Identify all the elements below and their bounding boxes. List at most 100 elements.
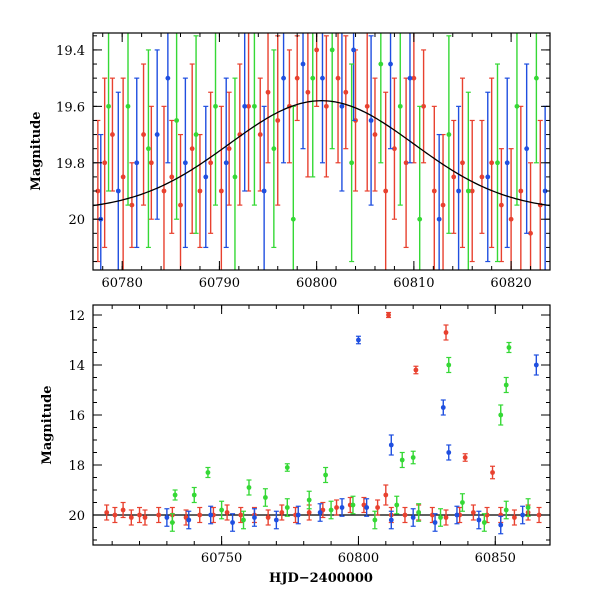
- top-series-1-point: [223, 160, 229, 166]
- top-series-2-point: [417, 216, 423, 222]
- bottom-series-2-point: [498, 412, 504, 418]
- bottom-series-1-point: [164, 515, 170, 520]
- top-series-2-point: [378, 61, 384, 67]
- top-series-0-point: [189, 146, 195, 152]
- top-series-0-point: [161, 188, 167, 194]
- top-series-0-point: [197, 188, 203, 194]
- bottom-series-0-point: [120, 507, 126, 513]
- bottom-series-0-point: [238, 512, 244, 518]
- bottom-series-0-point: [383, 492, 389, 498]
- top-series-2-point: [174, 118, 180, 123]
- bottom-series-1-point: [186, 517, 192, 523]
- top-series-0-point: [314, 47, 320, 53]
- bottom-ytick-label: 12: [68, 309, 85, 324]
- bottom-series-2-point: [323, 472, 329, 478]
- bottom-series-2-point: [241, 517, 246, 523]
- bottom-series-2-point: [219, 507, 225, 513]
- bottom-series-1-point: [388, 442, 394, 448]
- top-series-2-point: [397, 103, 403, 109]
- top-series-0-point: [460, 160, 465, 166]
- top-series-0-point: [226, 146, 232, 152]
- top-axes-frame: [92, 32, 551, 271]
- top-series-2-point: [446, 132, 452, 137]
- bottom-series-2-point: [284, 465, 290, 470]
- bottom-series-1-point: [317, 510, 323, 515]
- bottom-series-0-point: [386, 312, 391, 318]
- top-series-0-point: [498, 202, 504, 208]
- bottom-series-1-point: [273, 517, 279, 523]
- bottom-ticks: 60750 60800 60850 12 14 16 18 20: [68, 305, 551, 566]
- bottom-series-2-point: [172, 492, 178, 498]
- top-plot-area: [93, 33, 550, 270]
- top-series-0-point: [148, 160, 154, 166]
- top-series-2-point: [193, 132, 199, 137]
- top-series-0-point: [102, 160, 108, 166]
- top-series-2-point: [125, 103, 131, 109]
- top-xtick-label: 60780: [101, 276, 142, 291]
- bottom-series-0-point: [112, 512, 118, 518]
- bottom-series-0-point: [536, 512, 542, 518]
- top-series-0-point: [95, 188, 101, 194]
- bottom-series-0-point: [224, 510, 230, 515]
- top-series-0-point: [246, 103, 251, 109]
- bottom-series-1-point: [533, 362, 539, 368]
- bottom-series-2-point: [438, 515, 443, 520]
- top-series-0-point: [508, 216, 514, 222]
- top-series-1-point: [300, 61, 306, 67]
- top-xtick-label: 60810: [393, 276, 434, 291]
- top-series-1-point: [261, 188, 267, 194]
- bottom-series-2-point: [284, 505, 290, 510]
- bottom-x-axis-label: HJD−2400000: [269, 571, 373, 586]
- bottom-series-2-point: [191, 492, 197, 498]
- top-series-2-point: [106, 103, 111, 109]
- bottom-series-0-point: [470, 510, 476, 515]
- top-series-0-point: [257, 132, 263, 137]
- top-series-0-point: [141, 132, 146, 137]
- bottom-series-2-point: [503, 382, 509, 388]
- bottom-series-2-point: [372, 517, 378, 523]
- top-series-1-point: [485, 174, 491, 180]
- bottom-series-0-point: [137, 512, 142, 518]
- top-series-1-point: [281, 75, 286, 81]
- top-series-0-point: [440, 202, 446, 208]
- top-series-0-point: [110, 132, 115, 137]
- bottom-ytick-label: 14: [68, 359, 85, 374]
- bottom-xtick-label: 60800: [338, 551, 379, 566]
- bottom-series-2-point: [328, 507, 334, 513]
- top-series-0-point: [305, 89, 311, 95]
- bottom-xtick-label: 60850: [475, 551, 516, 566]
- top-series-2-point: [146, 146, 151, 152]
- bottom-series-1-point: [356, 337, 361, 343]
- bottom-series-1-point: [208, 512, 214, 518]
- bottom-series-0-point: [334, 505, 339, 510]
- top-series-1-point: [165, 75, 171, 81]
- top-series-0-point: [469, 188, 475, 194]
- top-series-0-point: [421, 103, 426, 109]
- top-series-2-point: [465, 188, 471, 194]
- top-series-1-point: [436, 216, 442, 222]
- top-ytick-label: 19.6: [56, 100, 85, 115]
- top-series-0-point: [518, 188, 524, 194]
- bottom-series-2-point: [246, 485, 252, 490]
- top-series-0-point: [431, 188, 437, 194]
- top-series-1-point: [154, 132, 160, 137]
- bottom-series-1-point: [339, 505, 345, 510]
- top-series-0-point: [392, 146, 397, 152]
- bottom-series-2-point: [525, 505, 531, 510]
- top-series-1-point: [351, 47, 356, 53]
- bottom-axes-frame: [92, 304, 551, 546]
- bottom-series-1-point: [364, 505, 370, 510]
- top-series-1-point: [407, 75, 413, 81]
- bottom-series-2-point: [481, 520, 487, 525]
- bottom-ytick-label: 16: [68, 409, 85, 424]
- top-xtick-label: 60820: [490, 276, 531, 291]
- bottom-series-1-point: [454, 512, 460, 518]
- top-series-2-point: [213, 103, 218, 109]
- top-series-1-point: [368, 118, 374, 123]
- top-series-0-point: [451, 174, 457, 180]
- top-series-0-point: [364, 103, 370, 109]
- top-series-0-point: [383, 188, 389, 194]
- top-series-0-point: [120, 174, 126, 180]
- top-series-1-point: [504, 160, 510, 166]
- top-ytick-label: 20: [68, 213, 85, 228]
